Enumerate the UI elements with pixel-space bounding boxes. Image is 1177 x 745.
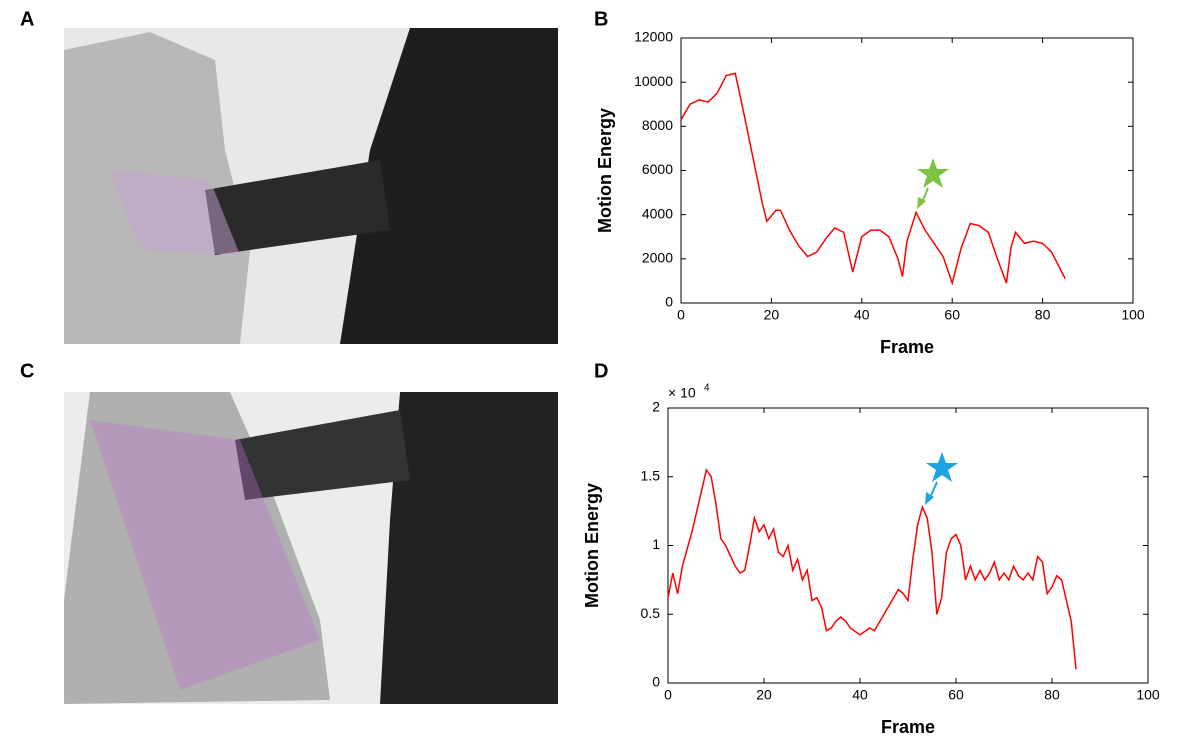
annotation-star-b [917, 158, 949, 209]
x-axis-label: Frame [881, 717, 935, 737]
x-tick-label: 100 [1121, 307, 1145, 323]
annotation-star-d [925, 452, 958, 505]
y-tick-label: 1 [652, 536, 660, 552]
x-tick-label: 0 [664, 687, 672, 703]
panel-label: D [594, 360, 608, 382]
x-axis-label: Frame [880, 337, 934, 357]
x-tick-label: 40 [852, 687, 868, 703]
plot-frame [667, 407, 1149, 684]
data-line [667, 468, 1077, 670]
y-tick-label: 0 [665, 294, 673, 310]
x-tick-label: 60 [948, 687, 964, 703]
plot-frame [680, 37, 1134, 304]
x-tick-label: 80 [1035, 307, 1051, 323]
y-axis-label: Motion Energy [595, 108, 615, 233]
x-tick-label: 60 [944, 307, 960, 323]
x-tick-label: 80 [1044, 687, 1060, 703]
panel-label: C [20, 360, 34, 382]
y-offset-text: × 10 [668, 385, 696, 401]
x-tick-label: 100 [1136, 687, 1160, 703]
y-tick-label: 2 [652, 399, 660, 415]
y-axis-label: Motion Energy [582, 483, 602, 608]
data-line [680, 72, 1066, 286]
y-tick-label: 0.5 [641, 605, 661, 621]
y-tick-label: 2000 [642, 250, 673, 266]
photo-c [64, 392, 558, 704]
panel-label: A [20, 8, 34, 30]
y-tick-label: 6000 [642, 161, 673, 177]
y-tick-label: 8000 [642, 117, 673, 133]
y-tick-label: 0 [652, 674, 660, 690]
photo-a [64, 28, 558, 344]
y-offset-exponent: 4 [704, 383, 710, 394]
x-tick-label: 20 [764, 307, 780, 323]
x-tick-label: 0 [677, 307, 685, 323]
x-tick-label: 40 [854, 307, 870, 323]
y-tick-label: 10000 [634, 73, 673, 89]
y-tick-label: 12000 [634, 29, 673, 45]
y-tick-label: 1.5 [641, 467, 661, 483]
panel-label: B [594, 8, 608, 30]
x-tick-label: 20 [756, 687, 772, 703]
y-tick-label: 4000 [642, 205, 673, 221]
